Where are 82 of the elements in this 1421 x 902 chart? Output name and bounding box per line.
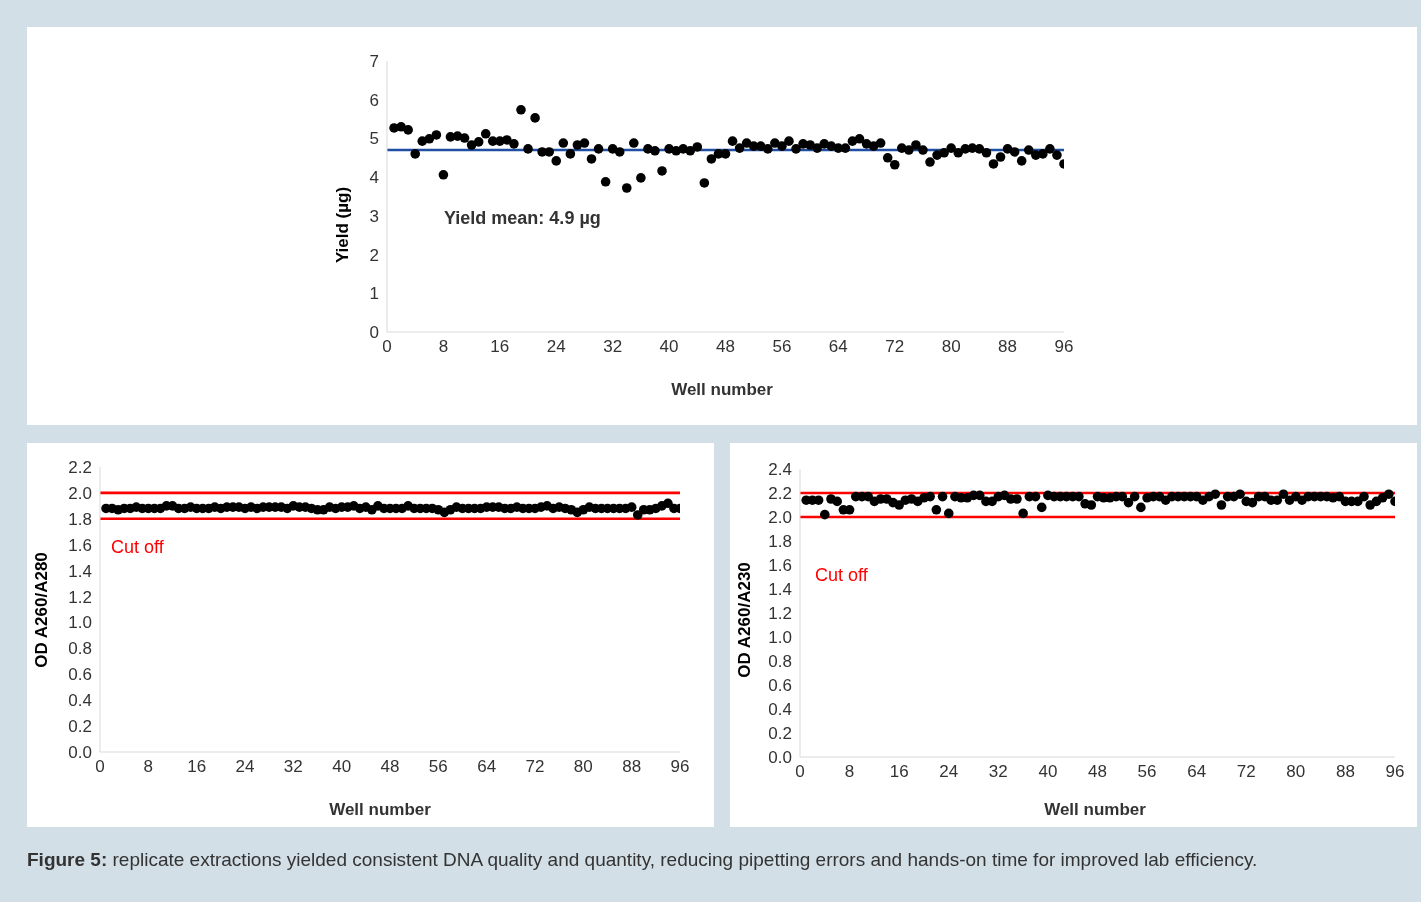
y-tick-label: 0.2 [768, 724, 792, 744]
x-tick-label: 0 [95, 757, 105, 777]
annotation: Cut off [111, 536, 164, 558]
x-tick-label: 40 [659, 337, 679, 357]
x-tick-label: 40 [332, 757, 352, 777]
x-tick-label: 56 [772, 337, 792, 357]
x-tick-label: 24 [235, 757, 255, 777]
x-tick-label: 64 [828, 337, 848, 357]
y-tick-label: 1.2 [768, 604, 792, 624]
x-tick-label: 24 [546, 337, 566, 357]
x-tick-label: 80 [573, 757, 593, 777]
y-tick-label: 0.2 [68, 717, 92, 737]
y-tick-label: 0.4 [768, 700, 792, 720]
x-tick-label: 80 [941, 337, 961, 357]
y-tick-label: 1.4 [68, 561, 92, 581]
y-axis-title: Yield (µg) [333, 186, 353, 264]
x-tick-label: 32 [283, 757, 303, 777]
y-tick-label: 0.6 [68, 665, 92, 685]
x-axis-title: Well number [1044, 800, 1146, 820]
y-tick-label: 5 [369, 129, 379, 149]
annotation: Cut off [815, 564, 868, 586]
x-tick-label: 72 [1236, 762, 1256, 782]
x-tick-label: 96 [1385, 762, 1405, 782]
caption: Figure 5: replicate extractions yielded consistent DNA quality and quantity, reducing pipetting errors and hands-on time for improved lab efficiency. [27, 849, 1258, 870]
x-tick-label: 72 [885, 337, 905, 357]
x-tick-label: 32 [988, 762, 1008, 782]
x-axis-title: Well number [329, 800, 431, 820]
x-tick-label: 0 [382, 337, 392, 357]
x-tick-label: 16 [889, 762, 909, 782]
x-tick-label: 8 [143, 757, 154, 777]
y-tick-label: 1.0 [768, 628, 792, 648]
x-tick-label: 88 [622, 757, 642, 777]
x-tick-label: 40 [1038, 762, 1058, 782]
x-tick-label: 64 [1187, 762, 1207, 782]
x-tick-label: 88 [1335, 762, 1355, 782]
x-tick-label: 8 [438, 337, 449, 357]
x-axis-title: Well number [671, 380, 773, 400]
x-tick-label: 80 [1286, 762, 1306, 782]
y-tick-label: 0.0 [768, 748, 792, 768]
y-tick-label: 1.0 [68, 613, 92, 633]
y-tick-label: 1.6 [768, 556, 792, 576]
x-tick-label: 56 [428, 757, 448, 777]
y-tick-label: 0.4 [68, 691, 92, 711]
y-tick-label: 0.0 [68, 743, 92, 763]
y-tick-label: 2.2 [768, 484, 792, 504]
y-tick-label: 2.0 [68, 483, 92, 503]
y-tick-label: 1.2 [68, 587, 92, 607]
annotation: Yield mean: 4.9 µg [444, 207, 601, 229]
y-tick-label: 4 [369, 168, 379, 188]
x-tick-label: 56 [1137, 762, 1157, 782]
y-tick-label: 7 [369, 52, 379, 72]
y-tick-label: 1.8 [68, 509, 92, 529]
x-tick-label: 0 [795, 762, 805, 782]
x-tick-label: 48 [380, 757, 400, 777]
y-tick-label: 1 [369, 284, 379, 304]
x-tick-label: 16 [490, 337, 510, 357]
y-tick-label: 1.8 [768, 532, 792, 552]
x-tick-label: 32 [603, 337, 623, 357]
y-tick-label: 0.6 [768, 676, 792, 696]
y-tick-label: 2.4 [768, 460, 792, 480]
y-tick-label: 1.4 [768, 580, 792, 600]
y-tick-label: 0 [369, 323, 379, 343]
y-tick-label: 1.6 [68, 535, 92, 555]
y-tick-label: 2 [369, 245, 379, 265]
x-tick-label: 64 [477, 757, 497, 777]
y-tick-label: 2.0 [768, 508, 792, 528]
x-tick-label: 96 [670, 757, 690, 777]
x-tick-label: 96 [1054, 337, 1074, 357]
y-tick-label: 0.8 [68, 639, 92, 659]
x-tick-label: 8 [844, 762, 855, 782]
y-tick-label: 2.2 [68, 458, 92, 478]
y-axis-title: OD A260/A280 [32, 552, 52, 668]
y-tick-label: 6 [369, 90, 379, 110]
y-axis-title: OD A260/A230 [735, 562, 755, 678]
x-tick-label: 48 [716, 337, 735, 357]
y-tick-label: 3 [369, 206, 379, 226]
x-tick-label: 88 [998, 337, 1018, 357]
x-tick-label: 72 [525, 757, 545, 777]
x-tick-label: 16 [187, 757, 207, 777]
x-tick-label: 48 [1088, 762, 1107, 782]
y-tick-label: 0.8 [768, 652, 792, 672]
x-tick-label: 24 [939, 762, 959, 782]
